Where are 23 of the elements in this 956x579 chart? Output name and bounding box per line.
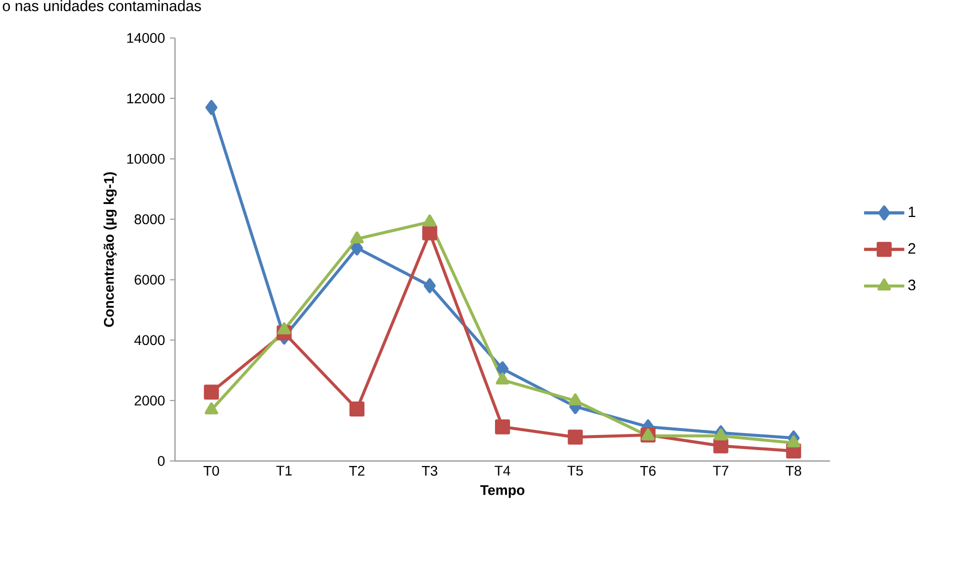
y-tick-label: 12000 <box>127 93 165 104</box>
x-tick-label: T0 <box>204 466 220 476</box>
y-tick-label: 14000 <box>127 33 165 43</box>
x-tick-label: T2 <box>349 466 364 476</box>
x-tick-label: T7 <box>712 466 728 476</box>
x-tick-label: T8 <box>786 466 802 476</box>
y-tick-label: 0 <box>158 456 165 466</box>
legend-label: 2 <box>908 243 916 254</box>
y-tick-label: 4000 <box>134 335 165 346</box>
y-tick-label: 2000 <box>134 396 165 406</box>
y-axis-title: Concentração (µg kg-1) <box>104 172 117 327</box>
x-tick-label: T1 <box>276 466 292 476</box>
x-axis-title: Tempo <box>480 485 524 498</box>
x-tick-label: T5 <box>567 466 583 476</box>
chart-title: o nas unidades contaminadas <box>2 0 201 12</box>
x-tick-label: T4 <box>494 466 510 476</box>
x-tick-label: T3 <box>422 466 438 476</box>
x-tick-label: T6 <box>640 466 656 476</box>
y-tick-label: 6000 <box>134 274 165 285</box>
y-tick-label: 10000 <box>127 154 165 164</box>
legend-label: 1 <box>908 206 916 218</box>
legend-label: 3 <box>908 280 916 290</box>
y-tick-label: 8000 <box>134 214 165 224</box>
